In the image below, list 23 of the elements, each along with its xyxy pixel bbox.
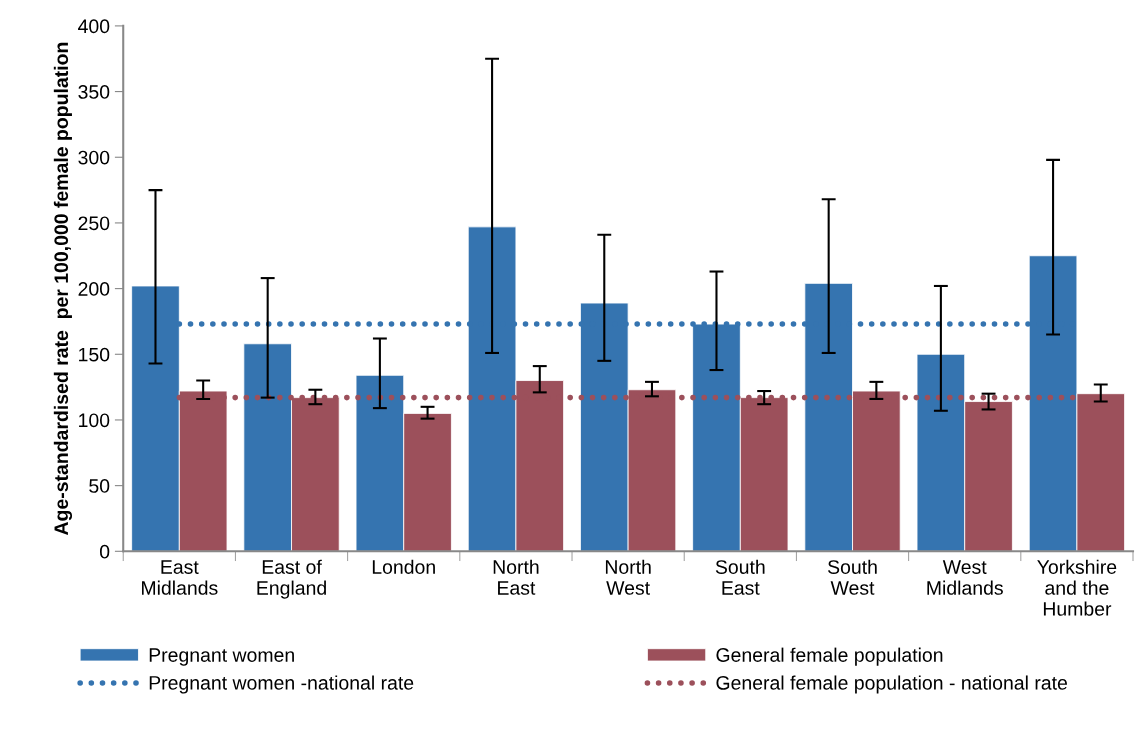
y-axis-title: Age-standardised rate per 100,000 female population [53,42,73,536]
legend-label: Pregnant women [149,648,294,666]
y-tick-label: 150 [79,347,110,362]
legend-label: Pregnant women -national rate [149,675,414,694]
x-tick-label: North East [493,559,539,595]
y-tick-label: 400 [78,19,110,34]
y-tick-label: 50 [89,479,110,493]
x-tick-label: South West [828,559,877,595]
y-tick-label: 250 [78,216,110,231]
y-tick-label: 100 [79,413,110,428]
x-tick-label: South East [715,559,765,595]
x-tick-label: East of England [257,559,326,599]
x-tick-label: Yorkshire and the Humber [1037,559,1117,616]
x-tick-label: West Midlands [927,560,1003,595]
legend-label: General female population [716,647,943,666]
y-tick-label: 200 [78,282,110,296]
y-tick-label: 300 [78,150,110,165]
x-tick-label: North West [605,559,651,595]
y-tick-label: 350 [78,85,110,99]
x-tick-label: East Midlands [142,560,218,595]
x-tick-label: London [372,559,435,574]
legend-label: General female population - national rate [716,675,1067,694]
y-tick-label: 0 [99,544,110,559]
